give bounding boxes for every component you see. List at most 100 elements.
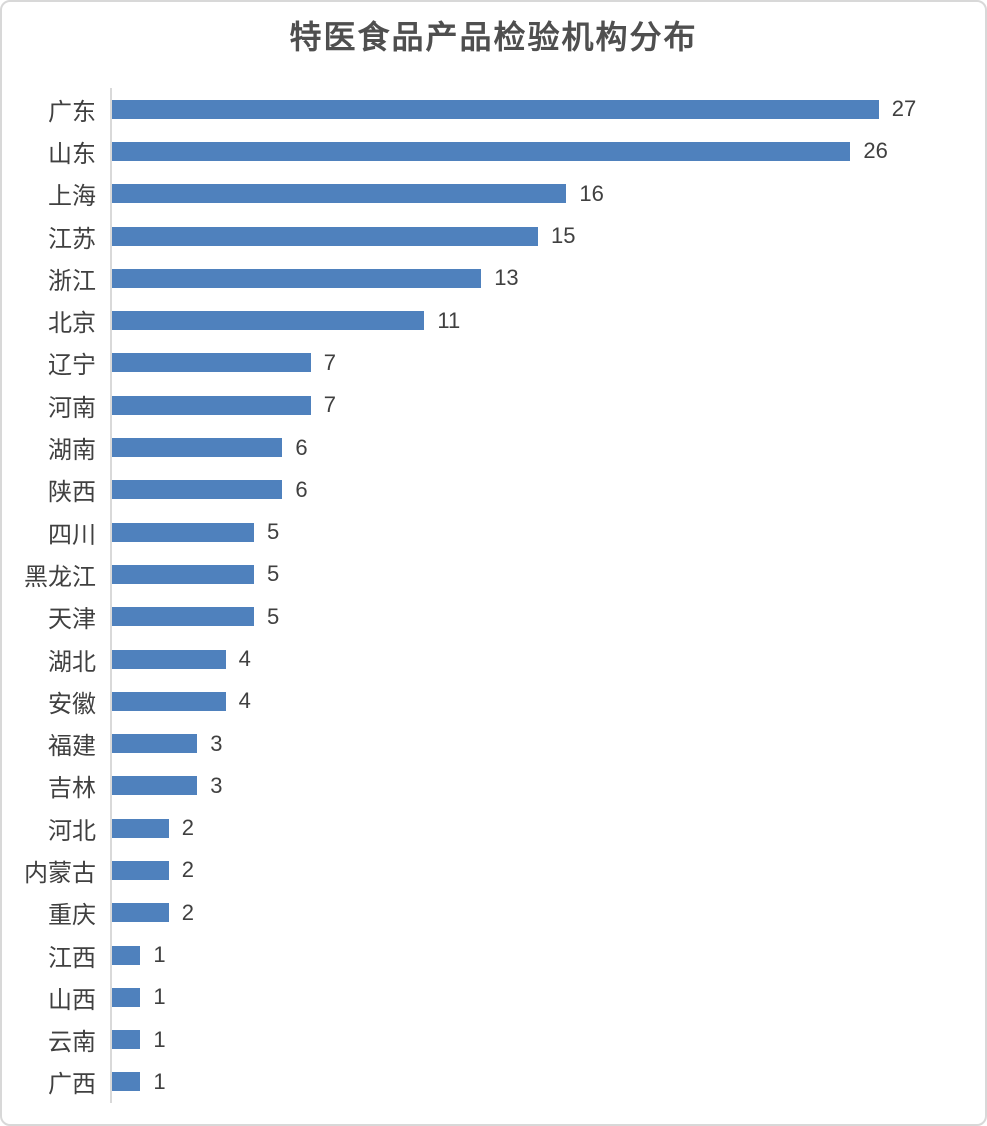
plot-area: 广东 27 山东 26 上海 16 江苏 15 浙江 13 北京 11 辽宁 7 河南 7 湖南 6 陕西 6 四川 5 黑… [2,88,985,1104]
value-label: 5 [267,603,280,629]
value-label: 7 [323,349,337,375]
category-label: 福建 [48,734,96,761]
chart-row: 天津 5 [2,595,985,638]
category-label: 黑龙江 [24,564,96,591]
category-label: 山西 [48,987,96,1014]
bar [112,818,169,838]
bar [112,903,169,923]
value-label: 2 [181,857,195,883]
category-label: 山东 [48,141,96,168]
chart-row: 山东 26 [2,130,985,173]
chart-row: 江苏 15 [2,214,985,258]
bar [112,734,198,754]
chart-row: 福建 3 [2,722,985,765]
value-label: 5 [267,561,280,587]
chart-row: 广东 27 [2,88,985,131]
bar [112,311,425,331]
bar-track: 27 [110,88,985,131]
bar [112,691,226,711]
bar-track: 2 [110,807,985,850]
chart-row: 吉林 3 [2,764,985,808]
bar [112,860,169,880]
bar [112,1072,141,1092]
value-label: 7 [323,392,337,418]
bar-track: 1 [110,933,985,977]
chart-row: 辽宁 7 [2,341,985,385]
bar [112,353,311,373]
chart-row: 湖北 4 [2,637,985,681]
chart-row: 陕西 6 [2,468,985,511]
bar [112,268,482,288]
bar [112,776,198,796]
value-label: 1 [153,1068,166,1094]
chart-row: 北京 11 [2,299,985,342]
bar-track: 6 [110,426,985,469]
bar [112,649,226,669]
category-label: 江苏 [48,226,96,253]
value-label: 6 [295,434,308,460]
category-label: 浙江 [48,268,96,295]
bar-track: 5 [110,553,985,596]
bar-track: 16 [110,172,985,215]
value-label: 2 [181,815,195,841]
chart-row: 河北 2 [2,807,985,850]
value-label: 1 [153,1026,166,1052]
bar [112,945,141,965]
bar-track: 4 [110,637,985,681]
category-label: 北京 [48,311,96,338]
bar [112,438,283,458]
category-label: 江西 [48,945,96,972]
category-label: 湖南 [48,438,96,465]
category-label: 湖北 [48,649,96,676]
chart-row: 河南 7 [2,384,985,427]
value-label: 4 [238,646,251,671]
chart-row: 云南 1 [2,1018,985,1061]
category-label: 云南 [48,1030,96,1057]
chart-row: 四川 5 [2,510,985,554]
bar [112,987,141,1007]
bar-track: 1 [110,1060,985,1104]
bar-track: 4 [110,680,985,723]
bar-track: 2 [110,849,985,892]
value-label: 1 [153,984,166,1010]
chart-row: 山西 1 [2,976,985,1019]
chart-row: 黑龙江 5 [2,553,985,596]
bar [112,141,851,161]
bar-track: 3 [110,722,985,765]
bar-track: 5 [110,510,985,554]
bar [112,1030,141,1050]
chart-row: 上海 16 [2,172,985,215]
chart-title: 特医食品产品检验机构分布 [289,19,698,55]
bar [112,184,567,204]
bar-track: 7 [110,384,985,427]
category-label: 辽宁 [48,353,96,380]
bar [112,395,311,415]
category-label: 广西 [48,1072,96,1099]
value-label: 11 [437,307,461,333]
category-label: 河南 [48,395,96,422]
bar [112,607,254,627]
value-label: 13 [494,265,519,291]
category-label: 上海 [48,184,96,211]
value-label: 15 [551,223,576,249]
value-label: 1 [153,942,166,968]
category-label: 四川 [48,522,96,549]
bar [112,99,879,119]
bar-track: 2 [110,891,985,934]
category-label: 广东 [48,99,96,126]
bar-track: 1 [110,1018,985,1061]
value-label: 16 [579,180,604,206]
value-label: 2 [181,899,195,925]
category-label: 陕西 [48,480,96,507]
bar-track: 5 [110,595,985,638]
bar [112,522,254,542]
value-label: 27 [891,96,917,122]
category-label: 天津 [48,607,96,634]
bar-track: 6 [110,468,985,511]
bar-track: 13 [110,257,985,300]
category-label: 内蒙古 [24,860,96,887]
bar-track: 1 [110,976,985,1019]
chart-row: 内蒙古 2 [2,849,985,892]
value-label: 26 [863,138,888,164]
